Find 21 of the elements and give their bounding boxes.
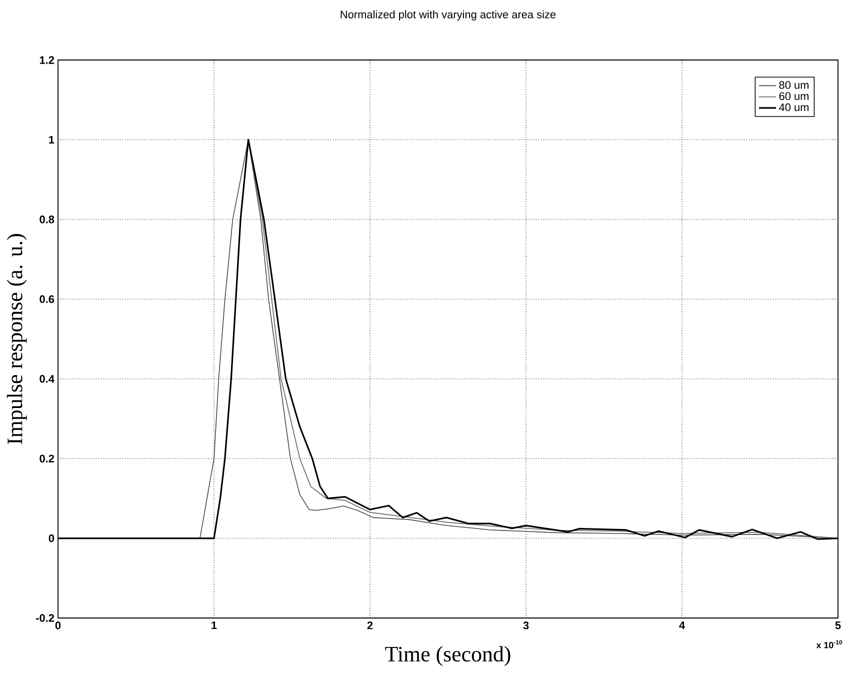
- chart-title: Normalized plot with varying active area size: [340, 10, 556, 20]
- x-tick-label: 4: [679, 622, 685, 630]
- y-tick-label: 0.8: [40, 216, 54, 224]
- y-tick-label: 0.6: [40, 295, 54, 304]
- y-tick-label: -0.2: [36, 614, 54, 622]
- text: x 10$^{-10}$: [816, 640, 842, 648]
- y-tick-label: 1.2: [40, 56, 54, 64]
- y-tick-label: 0.2: [40, 454, 54, 462]
- y-tick-label: 0.4: [40, 374, 54, 383]
- x-tick-label: 2: [367, 622, 373, 630]
- x-tick-label: 3: [523, 622, 529, 630]
- y-tick-label: 0: [48, 534, 54, 542]
- y-tick-label: 1: [49, 136, 54, 144]
- x-tick-label: 1: [212, 622, 217, 630]
- x-axis-title: Time (second): [385, 646, 510, 666]
- x-tick-label: 5: [835, 622, 841, 630]
- legend-label: 60 um: [779, 92, 808, 100]
- y-axis-title: Impulse response (a. u.): [6, 234, 27, 444]
- x-tick-label: 0: [55, 622, 61, 630]
- legend-label: 80 um: [779, 81, 808, 89]
- legend-label: 40 um: [779, 103, 808, 112]
